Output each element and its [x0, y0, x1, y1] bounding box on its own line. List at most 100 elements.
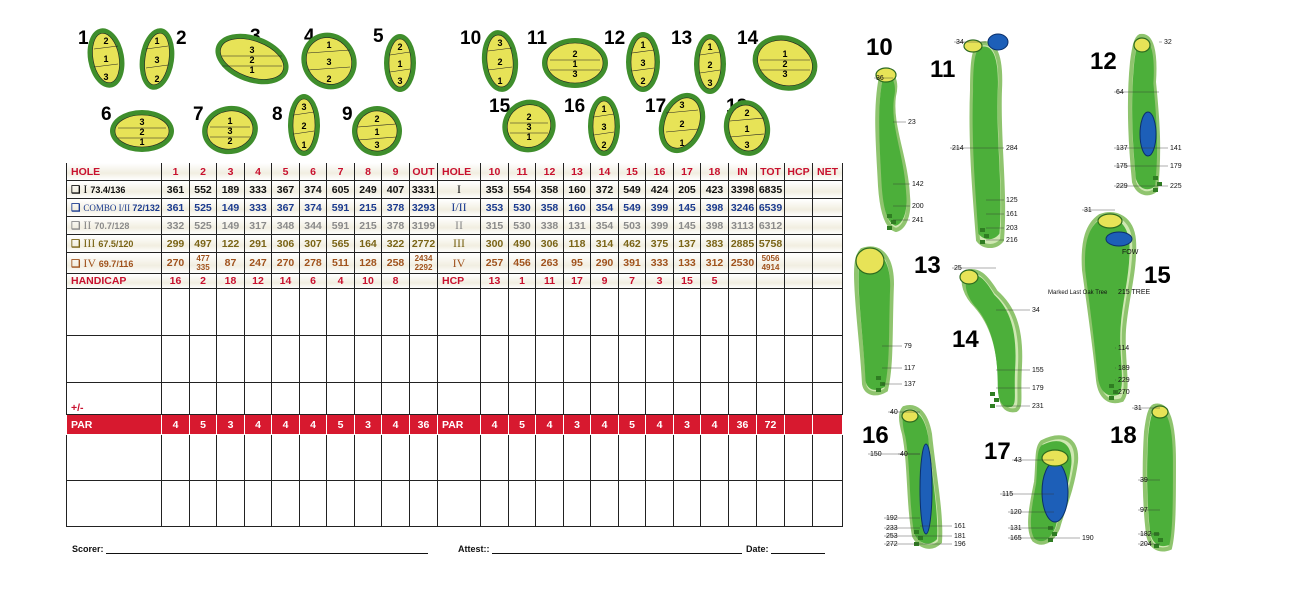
score-cell[interactable]	[354, 480, 382, 527]
score-cell[interactable]	[189, 480, 217, 527]
net-cell[interactable]	[812, 198, 843, 217]
score-cell[interactable]	[535, 382, 564, 415]
score-cell[interactable]	[161, 434, 190, 481]
score-cell[interactable]	[189, 335, 217, 383]
score-cell[interactable]	[354, 335, 382, 383]
score-cell[interactable]	[409, 288, 438, 336]
score-cell[interactable]	[409, 382, 438, 415]
score-cell[interactable]	[508, 335, 536, 383]
score-cell[interactable]	[480, 382, 509, 415]
score-cell[interactable]	[535, 288, 564, 336]
score-cell[interactable]	[728, 382, 757, 415]
score-cell[interactable]	[700, 335, 729, 383]
score-cell[interactable]	[700, 382, 729, 415]
score-cell[interactable]	[590, 434, 619, 481]
hcp-cell[interactable]	[784, 252, 813, 274]
attest-field[interactable]: Attest::	[458, 544, 743, 554]
score-cell[interactable]	[784, 288, 813, 336]
score-cell[interactable]	[535, 480, 564, 527]
score-cell[interactable]	[756, 480, 785, 527]
net-cell[interactable]	[812, 180, 843, 199]
score-cell[interactable]	[161, 480, 190, 527]
score-cell[interactable]	[535, 335, 564, 383]
score-cell[interactable]	[326, 434, 355, 481]
score-cell[interactable]	[812, 335, 843, 383]
tee-checkbox-icon[interactable]: ❑	[71, 257, 84, 270]
tee-checkbox-icon[interactable]: ❑	[71, 220, 84, 232]
score-cell[interactable]	[299, 434, 327, 481]
score-cell[interactable]	[437, 335, 481, 383]
hcp-cell[interactable]	[784, 180, 813, 199]
net-cell[interactable]	[812, 234, 843, 253]
score-cell[interactable]	[161, 335, 190, 383]
score-cell[interactable]	[326, 335, 355, 383]
score-cell[interactable]	[618, 434, 646, 481]
score-cell[interactable]	[645, 288, 674, 336]
score-cell[interactable]	[409, 480, 438, 527]
score-cell[interactable]	[326, 382, 355, 415]
score-cell[interactable]	[216, 288, 245, 336]
score-cell[interactable]	[784, 434, 813, 481]
score-cell[interactable]	[216, 335, 245, 383]
score-cell[interactable]	[299, 480, 327, 527]
hcp-cell[interactable]	[784, 234, 813, 253]
score-cell[interactable]	[673, 480, 701, 527]
score-cell[interactable]	[590, 480, 619, 527]
score-cell[interactable]	[381, 480, 410, 527]
score-cell[interactable]	[590, 335, 619, 383]
score-cell[interactable]	[700, 480, 729, 527]
score-cell[interactable]	[728, 434, 757, 481]
score-cell[interactable]: +/-	[66, 382, 162, 415]
score-cell[interactable]	[381, 434, 410, 481]
score-cell[interactable]	[756, 335, 785, 383]
score-cell[interactable]	[756, 382, 785, 415]
score-cell[interactable]	[354, 288, 382, 336]
score-cell[interactable]	[673, 434, 701, 481]
score-cell[interactable]	[700, 288, 729, 336]
scorer-field[interactable]: Scorer:	[72, 544, 429, 554]
score-cell[interactable]	[381, 382, 410, 415]
score-cell[interactable]	[700, 434, 729, 481]
score-cell[interactable]	[480, 434, 509, 481]
score-cell[interactable]	[784, 480, 813, 527]
tee-checkbox-icon[interactable]: ❑	[71, 201, 84, 214]
score-cell[interactable]	[271, 480, 300, 527]
score-cell[interactable]	[66, 434, 162, 481]
score-cell[interactable]	[409, 335, 438, 383]
score-cell[interactable]	[812, 480, 843, 527]
score-cell[interactable]	[354, 434, 382, 481]
hcp-cell[interactable]	[784, 198, 813, 217]
score-cell[interactable]	[66, 480, 162, 527]
score-cell[interactable]	[812, 288, 843, 336]
score-cell[interactable]	[645, 382, 674, 415]
score-cell[interactable]	[645, 335, 674, 383]
score-cell[interactable]	[590, 382, 619, 415]
score-cell[interactable]	[563, 288, 591, 336]
score-cell[interactable]	[244, 480, 272, 527]
score-cell[interactable]	[161, 288, 190, 336]
score-cell[interactable]	[437, 480, 481, 527]
score-cell[interactable]	[216, 382, 245, 415]
net-cell[interactable]	[812, 252, 843, 274]
score-cell[interactable]	[563, 335, 591, 383]
score-cell[interactable]	[244, 382, 272, 415]
score-cell[interactable]	[66, 335, 162, 383]
score-cell[interactable]	[756, 434, 785, 481]
score-cell[interactable]	[381, 335, 410, 383]
score-cell[interactable]	[244, 335, 272, 383]
score-cell[interactable]	[244, 288, 272, 336]
score-cell[interactable]	[244, 434, 272, 481]
score-cell[interactable]	[756, 288, 785, 336]
score-cell[interactable]	[645, 434, 674, 481]
score-cell[interactable]	[299, 382, 327, 415]
score-cell[interactable]	[189, 434, 217, 481]
score-cell[interactable]	[326, 480, 355, 527]
score-cell[interactable]	[728, 480, 757, 527]
score-cell[interactable]	[535, 434, 564, 481]
score-cell[interactable]	[271, 382, 300, 415]
score-cell[interactable]	[618, 480, 646, 527]
score-cell[interactable]	[437, 434, 481, 481]
score-cell[interactable]	[508, 288, 536, 336]
score-cell[interactable]	[189, 382, 217, 415]
score-cell[interactable]	[563, 480, 591, 527]
